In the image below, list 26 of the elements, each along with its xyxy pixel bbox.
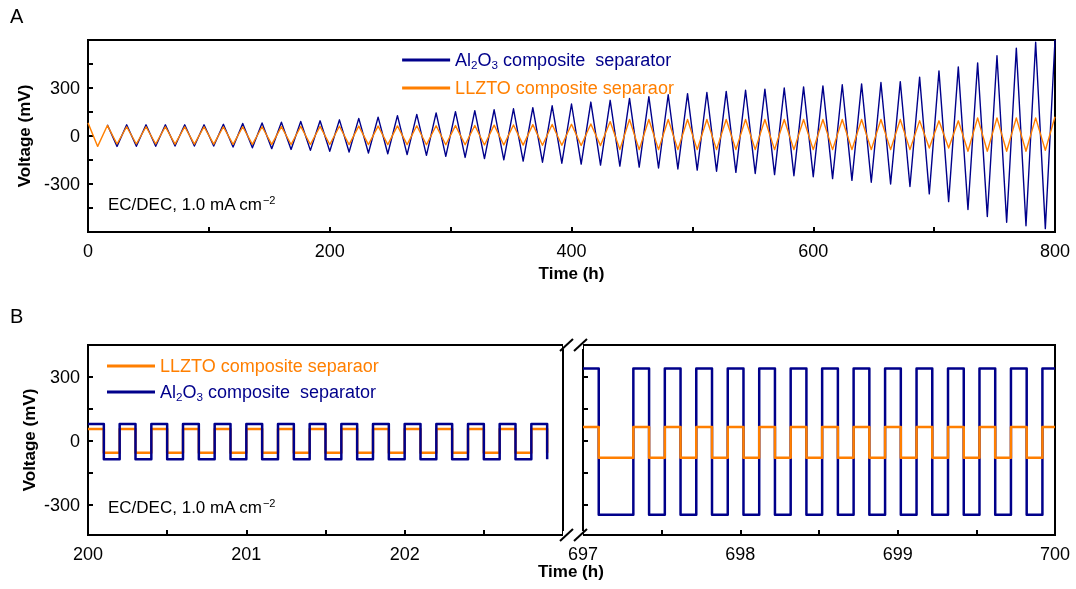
legend-label: LLZTO composite separaor xyxy=(160,356,379,376)
legend-label: LLZTO composite separaor xyxy=(455,77,674,98)
x-tick-label: 200 xyxy=(72,544,104,564)
x-axis-title: Time (h) xyxy=(538,263,605,283)
y-tick-label: 0 xyxy=(69,431,80,452)
y-tick-label: 300 xyxy=(49,78,80,98)
y-tick-label: 0 xyxy=(69,126,80,146)
x-tick-label: 600 xyxy=(798,241,829,261)
x-tick-label: 202 xyxy=(389,544,420,564)
y-tick-label: -300 xyxy=(43,174,80,194)
y-tick-label: 300 xyxy=(49,367,80,388)
x-tick-label: 700 xyxy=(1039,544,1071,564)
x-tick-label: 400 xyxy=(556,241,587,261)
y-axis-title: Voltage (mV) xyxy=(15,84,35,188)
x-tick-label: 800 xyxy=(1039,241,1071,261)
text: B xyxy=(10,305,24,327)
y-axis-title: Voltage (mV) xyxy=(20,388,39,492)
x-tick-label: 200 xyxy=(314,241,345,261)
y-tick-label: -300 xyxy=(43,495,80,516)
x-tick-label: 0 xyxy=(82,241,94,261)
x-tick-label: 201 xyxy=(231,544,262,564)
x-tick-label: 697 xyxy=(567,544,599,564)
x-axis-title: Time (h) xyxy=(538,562,604,581)
x-tick-label: 699 xyxy=(882,544,913,564)
x-tick-label: 698 xyxy=(725,544,756,564)
text: A xyxy=(10,5,24,27)
